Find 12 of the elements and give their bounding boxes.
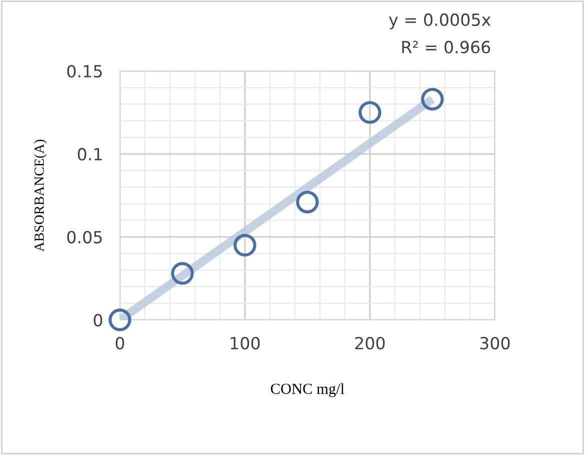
- y-axis-title: ABSORBANCE(A): [34, 140, 47, 252]
- y-tick-label: 0: [94, 314, 102, 326]
- x-tick-label: 0: [116, 336, 124, 350]
- x-tick-label: 200: [355, 336, 385, 350]
- x-tick-label: 300: [480, 336, 510, 350]
- x-axis-title: CONC mg/l: [270, 383, 344, 398]
- text: y = 0.0005x: [389, 13, 491, 30]
- x-tick-label: 100: [230, 336, 260, 350]
- y-tick-label: 0.1: [78, 148, 102, 161]
- text: R² = 0.966: [402, 40, 490, 54]
- y-tick-label: 0.15: [67, 64, 102, 78]
- y-tick-label: 0.05: [67, 230, 102, 244]
